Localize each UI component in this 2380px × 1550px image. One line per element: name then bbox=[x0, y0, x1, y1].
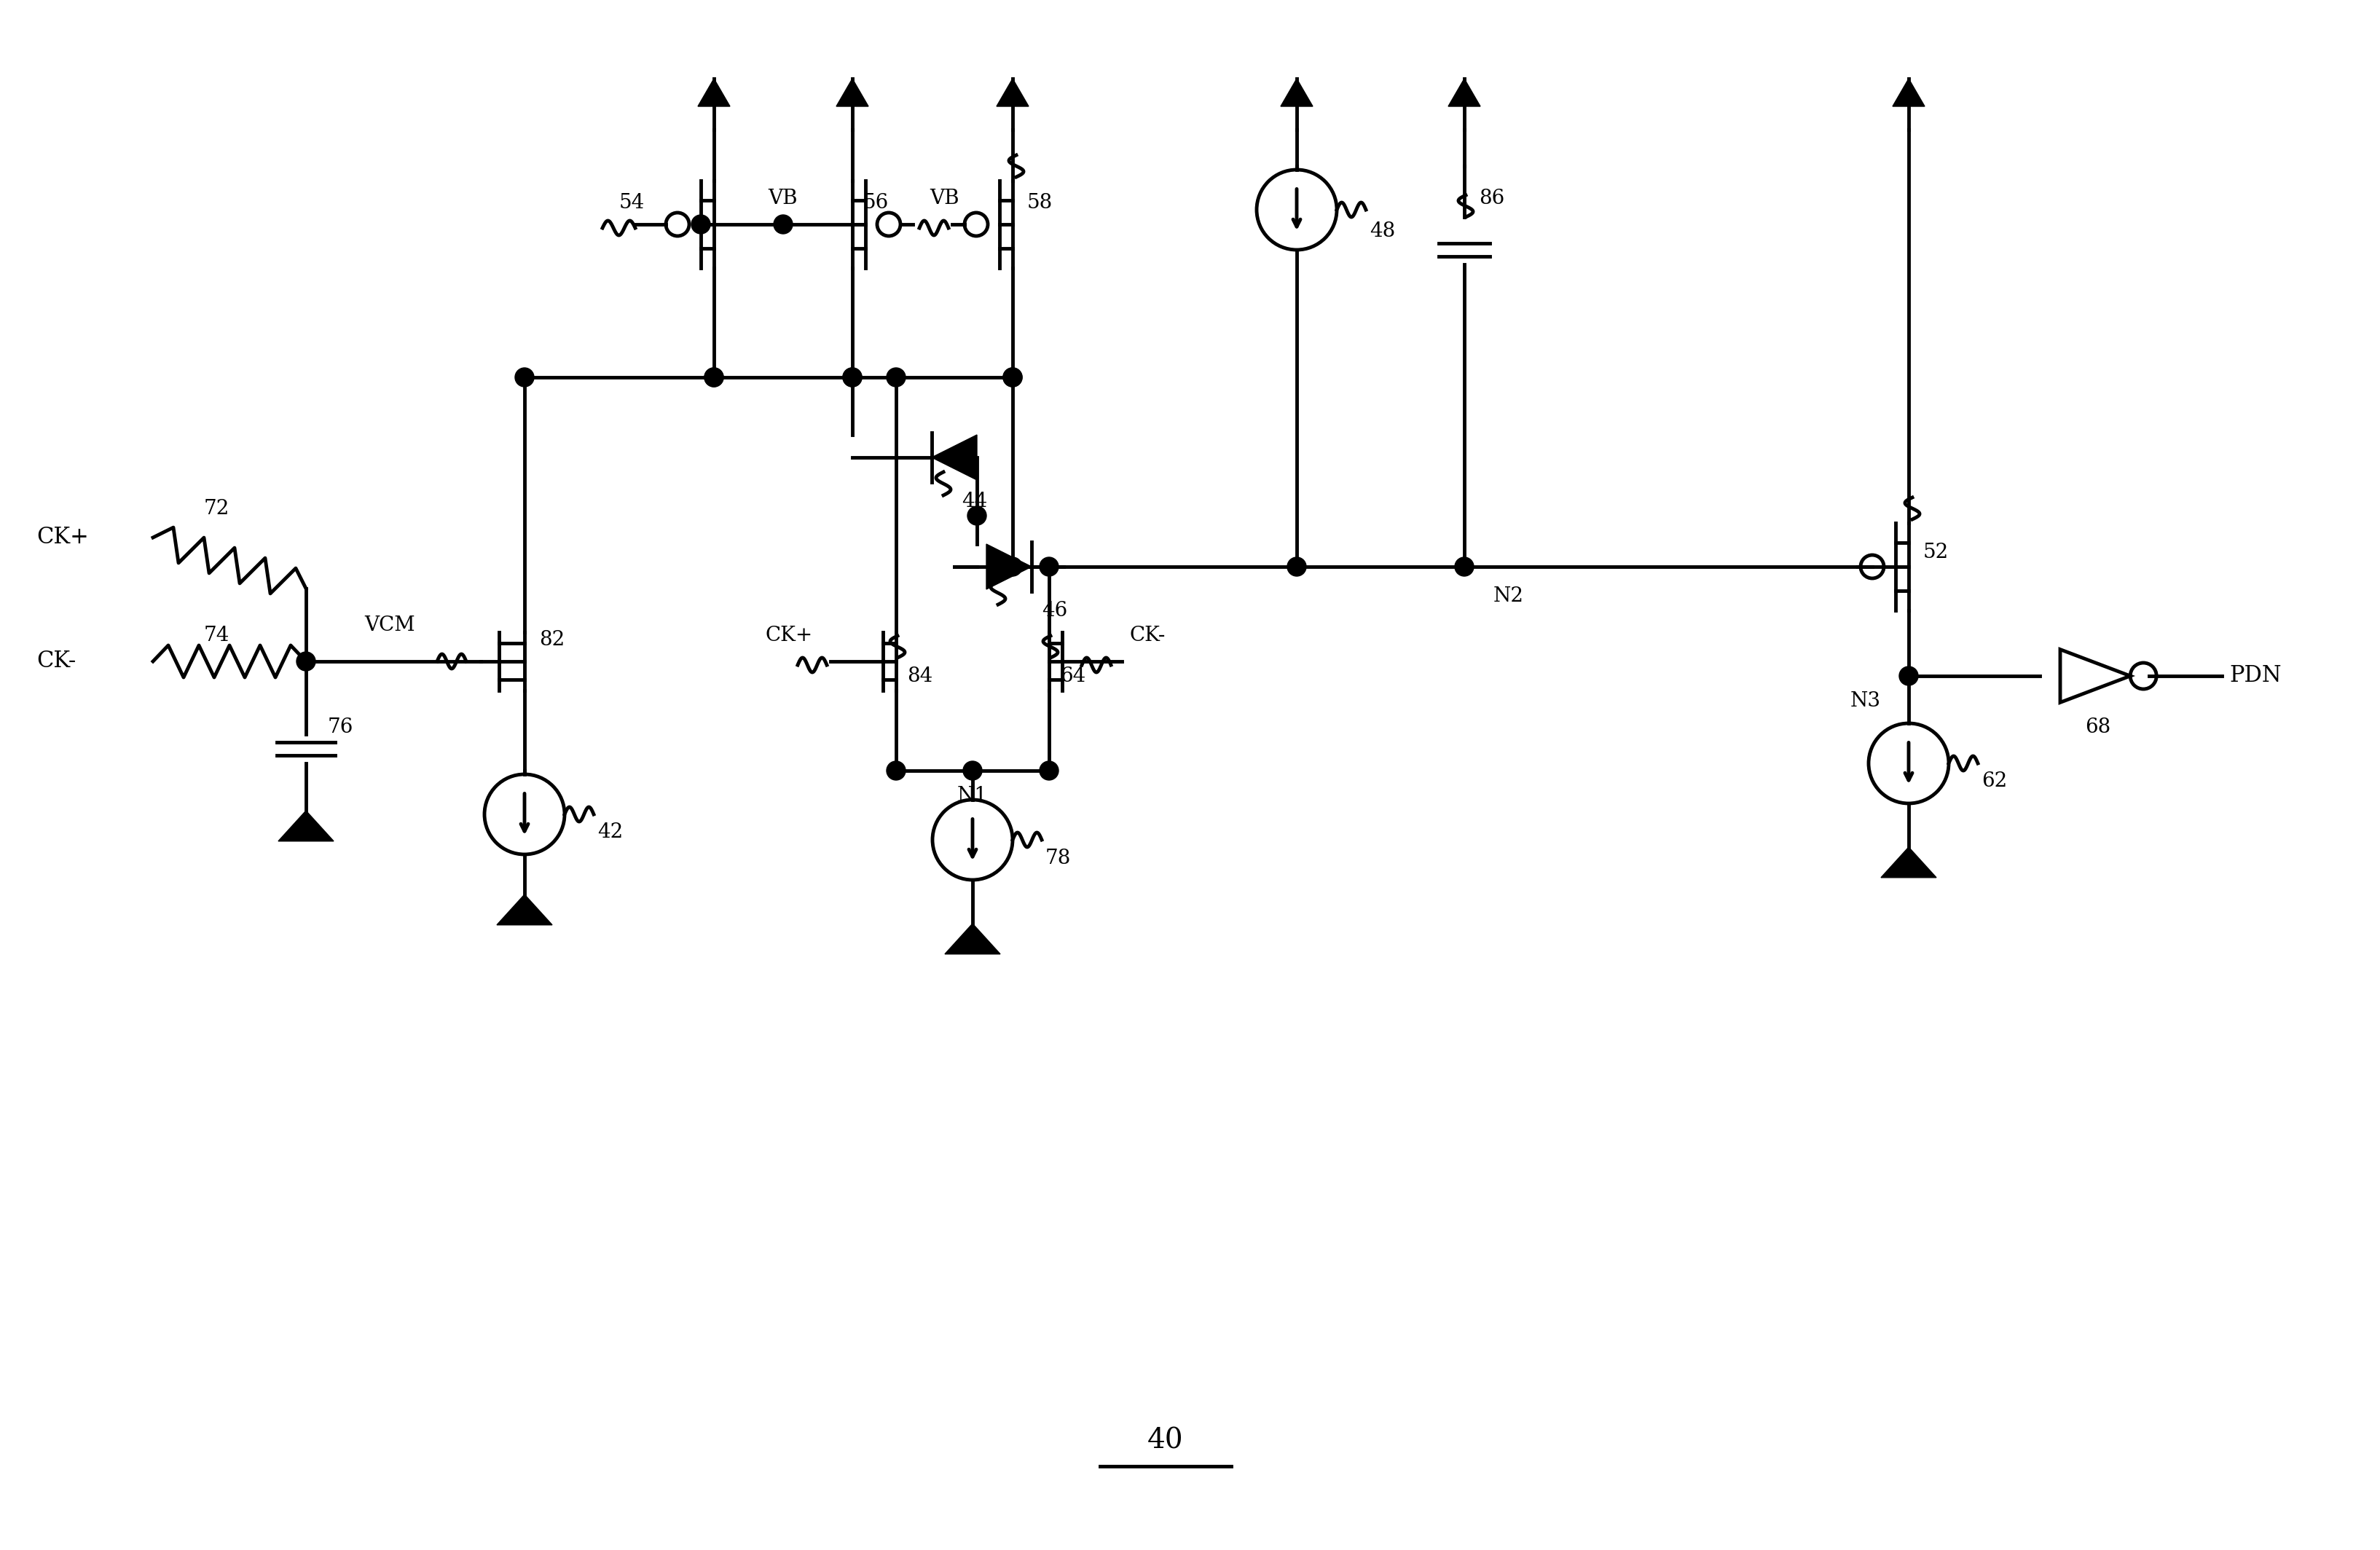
Text: 42: 42 bbox=[597, 823, 624, 842]
Text: 46: 46 bbox=[1042, 600, 1069, 620]
Polygon shape bbox=[931, 436, 976, 481]
Circle shape bbox=[1002, 367, 1021, 388]
Polygon shape bbox=[997, 79, 1028, 107]
Polygon shape bbox=[1280, 79, 1314, 107]
Text: 54: 54 bbox=[619, 192, 645, 212]
Text: 56: 56 bbox=[864, 192, 890, 212]
Circle shape bbox=[888, 761, 904, 780]
Circle shape bbox=[1040, 556, 1059, 577]
Circle shape bbox=[1899, 666, 1918, 685]
Circle shape bbox=[514, 367, 533, 388]
Circle shape bbox=[1040, 761, 1059, 780]
Circle shape bbox=[298, 653, 317, 671]
Text: 68: 68 bbox=[2085, 718, 2111, 736]
Circle shape bbox=[690, 215, 709, 234]
Text: CK-: CK- bbox=[36, 649, 76, 673]
Text: 76: 76 bbox=[328, 718, 355, 736]
Polygon shape bbox=[985, 544, 1031, 589]
Polygon shape bbox=[835, 79, 869, 107]
Text: VB: VB bbox=[769, 189, 797, 209]
Text: 64: 64 bbox=[1059, 666, 1085, 685]
Polygon shape bbox=[1880, 848, 1937, 877]
Circle shape bbox=[774, 215, 793, 234]
Polygon shape bbox=[697, 79, 731, 107]
Polygon shape bbox=[945, 924, 1000, 955]
Text: 44: 44 bbox=[962, 491, 988, 512]
Circle shape bbox=[704, 367, 724, 388]
Text: CK+: CK+ bbox=[764, 626, 812, 646]
Text: PDN: PDN bbox=[2230, 665, 2282, 687]
Text: 82: 82 bbox=[540, 629, 564, 649]
Text: 40: 40 bbox=[1147, 1428, 1183, 1454]
Circle shape bbox=[1288, 556, 1307, 577]
Text: 84: 84 bbox=[907, 666, 933, 685]
Polygon shape bbox=[1449, 79, 1480, 107]
Text: N2: N2 bbox=[1492, 586, 1523, 606]
Circle shape bbox=[966, 507, 985, 525]
Text: CK-: CK- bbox=[1128, 626, 1166, 646]
Circle shape bbox=[704, 367, 724, 388]
Circle shape bbox=[1454, 556, 1473, 577]
Polygon shape bbox=[278, 811, 333, 842]
Polygon shape bbox=[497, 894, 552, 925]
Text: 62: 62 bbox=[1983, 772, 2006, 792]
Text: 74: 74 bbox=[205, 626, 231, 646]
Text: 48: 48 bbox=[1368, 222, 1395, 242]
Text: 72: 72 bbox=[205, 499, 231, 518]
Text: VCM: VCM bbox=[364, 615, 414, 636]
Text: VB: VB bbox=[931, 189, 959, 209]
Circle shape bbox=[843, 367, 862, 388]
Text: N1: N1 bbox=[957, 786, 988, 806]
Text: 86: 86 bbox=[1478, 189, 1504, 209]
Text: 78: 78 bbox=[1045, 848, 1071, 868]
Text: 58: 58 bbox=[1028, 192, 1052, 212]
Text: CK+: CK+ bbox=[36, 527, 88, 549]
Circle shape bbox=[964, 761, 983, 780]
Circle shape bbox=[888, 367, 904, 388]
Circle shape bbox=[843, 367, 862, 388]
Polygon shape bbox=[1892, 79, 1925, 107]
Circle shape bbox=[1002, 367, 1021, 388]
Text: 52: 52 bbox=[1923, 542, 1949, 563]
Circle shape bbox=[1002, 556, 1021, 577]
Text: N3: N3 bbox=[1849, 691, 1880, 711]
